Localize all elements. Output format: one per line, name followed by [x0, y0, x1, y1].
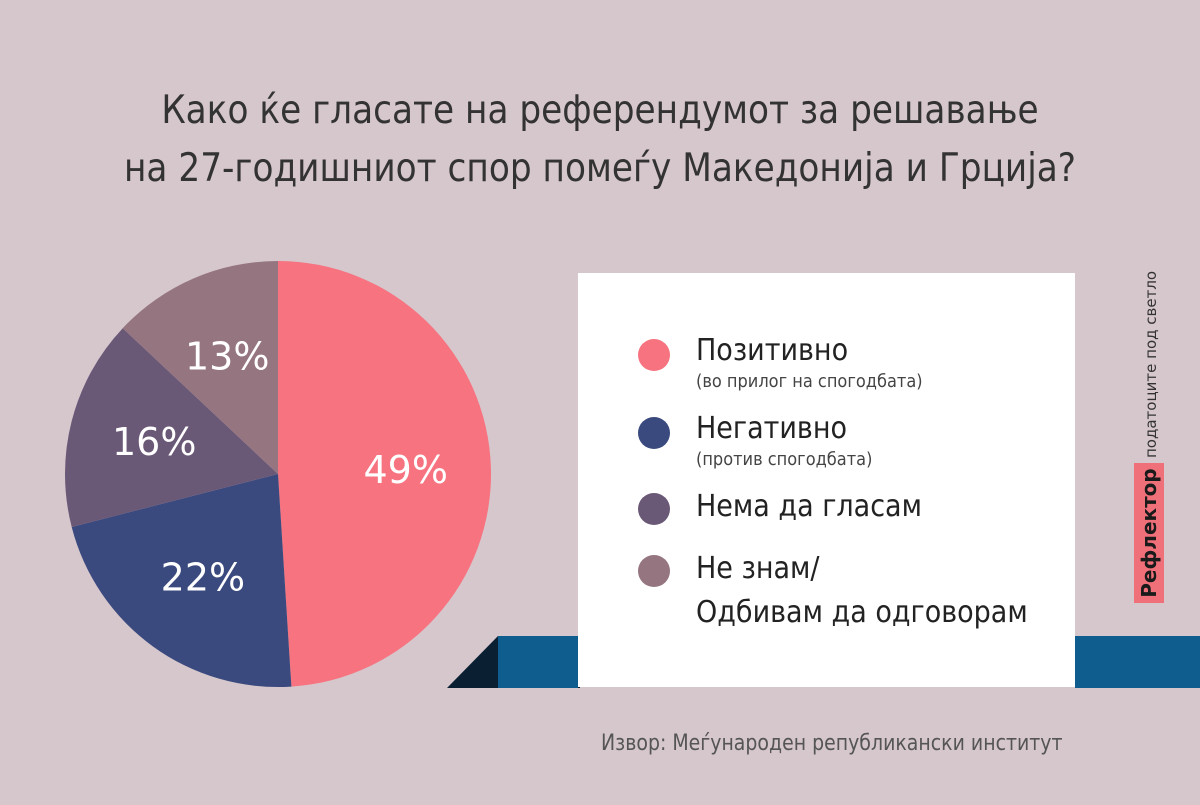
- title-line-1: Како ќе гласате на референдумот за решав…: [161, 88, 1039, 133]
- chart-title: Како ќе гласате на референдумот за решав…: [72, 82, 1128, 198]
- legend-sublabel-negative: (против спогодбата): [696, 449, 873, 470]
- pie-slice-positive: [278, 261, 491, 687]
- legend-sublabel-positive: (во прилог на спогодбата): [696, 371, 923, 392]
- brand-tagline: податоците под светло: [1142, 270, 1160, 458]
- pie-label-positive: 49%: [364, 448, 448, 492]
- legend-label-unsure-line1: Не знам/: [696, 551, 820, 586]
- legend-label-unsure-line2: Одбивам да одговорам: [696, 595, 1028, 630]
- legend: Позитивно (во прилог на спогодбата) Нега…: [578, 273, 1075, 687]
- legend-label-negative: Негативно: [696, 411, 848, 446]
- legend-label-abstain: Нема да гласам: [696, 489, 922, 524]
- accent-bar-blue: [498, 636, 578, 688]
- legend-dot-negative: [638, 417, 670, 449]
- source-note: Извор: Меѓународен републикански институ…: [601, 731, 1063, 756]
- pie-slice-negative: [71, 474, 292, 687]
- brand-badge: [1134, 463, 1164, 603]
- accent-bar-blue-right: [1075, 636, 1200, 688]
- pie-label-negative: 22%: [161, 555, 245, 599]
- legend-dot-unsure: [638, 555, 670, 587]
- pie-label-abstain: 16%: [112, 420, 196, 464]
- legend-dot-positive: [638, 339, 670, 371]
- title-line-2: на 27-годишниот спор помеѓу Македонија и…: [123, 146, 1077, 191]
- pie-slice-unsure: [122, 261, 279, 474]
- brand-logo: Рефлектор: [1137, 468, 1161, 598]
- pie-label-unsure: 13%: [185, 335, 269, 379]
- pie-slice-abstain: [65, 328, 278, 527]
- legend-dot-abstain: [638, 493, 670, 525]
- legend-label-positive: Позитивно: [696, 333, 849, 368]
